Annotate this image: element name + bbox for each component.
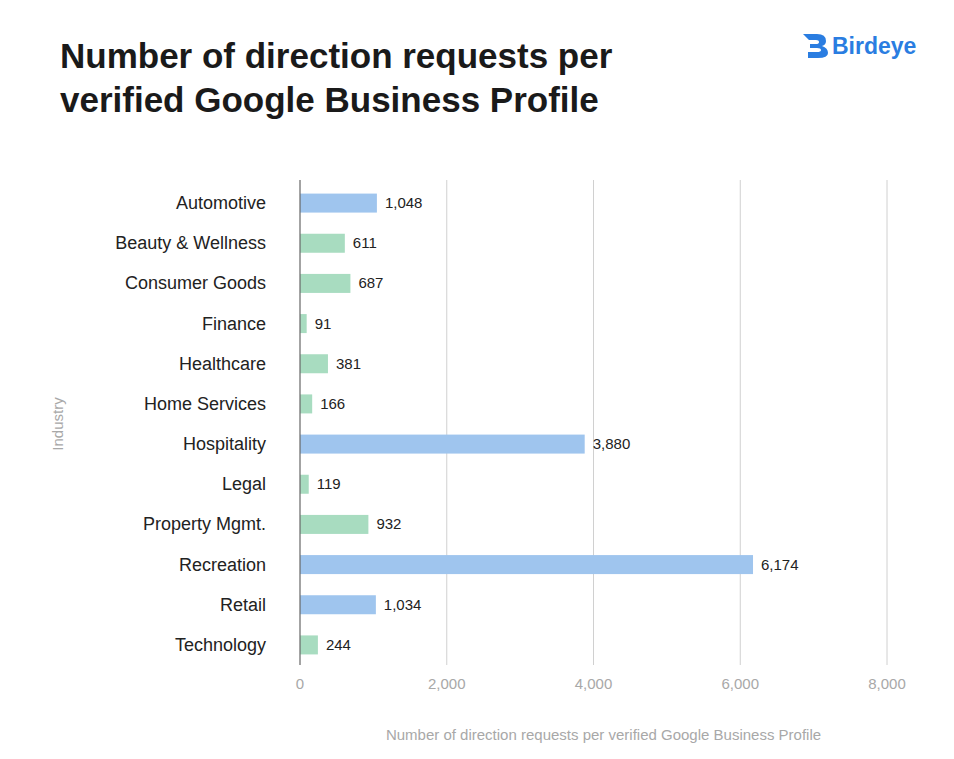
bar bbox=[300, 394, 312, 413]
y-axis-label: Industry bbox=[49, 397, 66, 451]
grid bbox=[447, 180, 887, 665]
data-label: 3,880 bbox=[593, 435, 631, 452]
grid-line bbox=[446, 180, 447, 665]
data-label: 1,034 bbox=[384, 596, 422, 613]
bars bbox=[300, 194, 753, 655]
bar bbox=[300, 595, 376, 614]
tick-label: 2,000 bbox=[428, 675, 466, 692]
axis-line bbox=[299, 180, 300, 665]
data-label: 1,048 bbox=[385, 194, 423, 211]
bar bbox=[300, 635, 318, 654]
data-label: 932 bbox=[376, 515, 401, 532]
category-label: Consumer Goods bbox=[125, 273, 266, 293]
bar bbox=[300, 354, 328, 373]
category-label: Property Mgmt. bbox=[143, 514, 266, 534]
data-labels: 1,048 611 687 91 381 166 3,880 119 932 6,174 1,034… bbox=[315, 194, 799, 653]
bar bbox=[300, 194, 377, 213]
grid-line bbox=[593, 180, 594, 665]
title: Number of direction requests perverified… bbox=[60, 36, 613, 119]
category-label: Home Services bbox=[144, 394, 266, 414]
category-label: Automotive bbox=[176, 193, 266, 213]
data-label: 166 bbox=[320, 395, 345, 412]
data-label: 6,174 bbox=[761, 556, 799, 573]
tick-label: 0 bbox=[296, 675, 304, 692]
logo: Birdeye bbox=[803, 33, 916, 59]
bar bbox=[300, 314, 307, 333]
category-label: Beauty & Wellness bbox=[115, 233, 266, 253]
grid-line bbox=[740, 180, 741, 665]
data-label: 381 bbox=[336, 355, 361, 372]
bar bbox=[300, 475, 309, 494]
category-label: Finance bbox=[202, 314, 266, 334]
data-label: 91 bbox=[315, 315, 332, 332]
logo-icon bbox=[803, 34, 828, 58]
bar bbox=[300, 555, 753, 574]
data-label: 244 bbox=[326, 636, 351, 653]
category-label: Hospitality bbox=[183, 434, 266, 454]
data-label: 611 bbox=[353, 234, 377, 251]
bar bbox=[300, 435, 585, 454]
category-label: Retail bbox=[220, 595, 266, 615]
bar bbox=[300, 234, 345, 253]
category-label: Healthcare bbox=[179, 354, 266, 374]
category-label: Technology bbox=[175, 635, 266, 655]
category-label: Recreation bbox=[179, 555, 266, 575]
bar bbox=[300, 274, 350, 293]
data-label: 687 bbox=[358, 274, 383, 291]
logo-text: Birdeye bbox=[832, 33, 916, 59]
grid-line bbox=[887, 180, 888, 665]
category-labels: Automotive Beauty & Wellness Consumer Good… bbox=[115, 193, 266, 655]
tick-label: 6,000 bbox=[721, 675, 759, 692]
chart: Number of direction requests perverified… bbox=[0, 0, 954, 759]
data-label: 119 bbox=[317, 475, 341, 492]
bar bbox=[300, 515, 368, 534]
tick-label: 4,000 bbox=[575, 675, 613, 692]
tick-label: 8,000 bbox=[868, 675, 906, 692]
x-axis-label: Number of direction requests per verifie… bbox=[386, 726, 821, 743]
category-label: Legal bbox=[222, 474, 266, 494]
